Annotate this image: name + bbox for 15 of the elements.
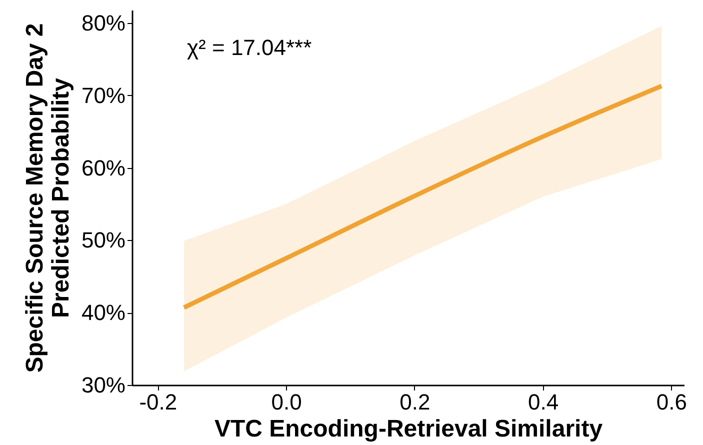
y-tick-label: 60%	[81, 155, 126, 180]
y-tick-label: 30%	[81, 372, 126, 398]
x-tick-label: 0.4	[528, 390, 559, 414]
x-tick-label: 0.2	[400, 390, 430, 414]
line-series	[182, 84, 664, 310]
y-axis-title: Specific Source Memory Day 2 Predicted Probability	[21, 23, 74, 373]
x-tick-label: -0.2	[139, 390, 178, 414]
x-tick-label: 0.0	[271, 390, 302, 414]
y-tick-label: 40%	[81, 300, 126, 326]
annotation: χ² = 17.04***	[187, 35, 312, 60]
y-tick-label: 70%	[81, 82, 126, 108]
y-tick-label: 50%	[81, 228, 126, 253]
x-axis-title: VTC Encoding-Retrieval Similarity	[214, 416, 604, 442]
y-tick-label: 80%	[81, 10, 126, 36]
x-tick-label: 0.6	[656, 390, 687, 414]
